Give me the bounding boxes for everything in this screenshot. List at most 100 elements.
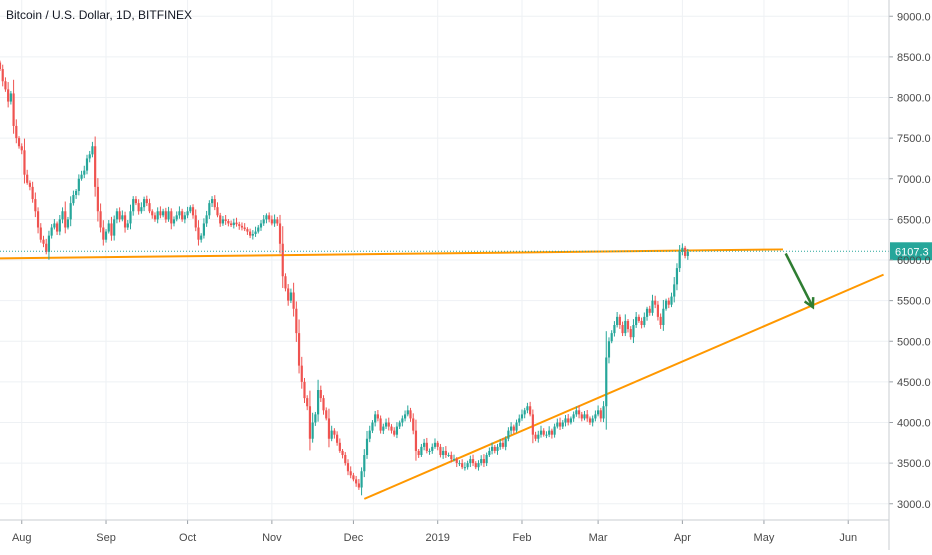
candle-body: [471, 459, 475, 464]
candle-body: [249, 231, 252, 236]
candle-body: [289, 292, 292, 301]
candle-body: [123, 215, 127, 228]
candle-body: [94, 146, 97, 187]
candle-body: [66, 219, 70, 228]
candle-body: [300, 365, 303, 382]
chart-title: Bitcoin / U.S. Dollar, 1D, BITFINEX: [6, 8, 193, 22]
candle-body: [64, 211, 67, 228]
candle-body: [382, 426, 385, 431]
candle-body: [436, 442, 439, 447]
candle-body: [243, 227, 246, 230]
candle-body: [213, 199, 216, 208]
candle-body: [670, 296, 673, 305]
candle-body: [268, 215, 271, 220]
grid: [0, 0, 889, 520]
candle-body: [12, 93, 15, 126]
candle-body: [624, 320, 627, 334]
candle-body: [330, 430, 333, 439]
candle-body: [556, 422, 559, 427]
candle-body: [303, 381, 306, 399]
candle-body: [227, 221, 230, 224]
arrow-head: [803, 297, 815, 310]
candle-body: [504, 438, 507, 447]
candle-body: [270, 219, 273, 224]
candle-body: [7, 89, 10, 102]
candle-body: [148, 203, 151, 212]
candle-body: [224, 219, 227, 221]
candle-body: [512, 426, 515, 431]
candle-body: [61, 211, 64, 220]
candle-body: [539, 430, 543, 435]
candle-body: [232, 222, 235, 226]
candle-body: [398, 422, 401, 427]
annotations: 6107.3: [0, 242, 932, 310]
candle-body: [480, 459, 483, 464]
candle-body: [338, 442, 341, 451]
candle-body: [129, 211, 132, 224]
candle-body: [529, 406, 532, 415]
candle-body: [629, 329, 632, 338]
candle-body: [208, 203, 211, 216]
candle-body: [360, 471, 363, 488]
candle-body: [561, 422, 564, 427]
x-tick-label: Sep: [96, 532, 116, 544]
candle-body: [545, 434, 548, 436]
candle-body: [162, 211, 165, 216]
candle-body: [259, 223, 263, 228]
candle-body: [349, 471, 352, 476]
candle-body: [667, 300, 670, 305]
candle-body: [297, 333, 301, 366]
candle-body: [58, 219, 61, 232]
y-tick-label: 6500.0: [897, 214, 931, 226]
candle-body: [403, 414, 407, 419]
candle-body: [115, 211, 119, 220]
candle-body: [564, 418, 567, 423]
candle-body: [684, 247, 687, 256]
candle-body: [170, 211, 173, 224]
candle-body: [72, 195, 75, 204]
candle-body: [542, 430, 545, 435]
candles: [0, 60, 689, 496]
candle-body: [55, 223, 59, 232]
candle-body: [28, 182, 32, 187]
candle-body: [352, 475, 355, 480]
candle-body: [0, 62, 2, 70]
candle-body: [251, 234, 254, 236]
candle-body: [102, 227, 105, 240]
candle-body: [420, 446, 423, 455]
candle-body: [417, 450, 420, 455]
candle-body: [572, 414, 575, 419]
candle-body: [401, 418, 404, 423]
candle-body: [493, 446, 496, 451]
y-tick-label: 7000.0: [897, 174, 931, 186]
candle-body: [254, 231, 257, 234]
candle-body: [626, 320, 630, 330]
y-tick-label: 4000.0: [897, 418, 931, 430]
candle-body: [393, 430, 396, 435]
candle-body: [240, 225, 244, 228]
y-tick-label: 6000.0: [897, 255, 931, 267]
candle-body: [648, 308, 651, 313]
candle-body: [336, 434, 339, 443]
candle-body: [200, 235, 203, 240]
candle-body: [191, 207, 195, 216]
candle-body: [278, 223, 282, 244]
candle-body: [355, 479, 358, 484]
candle-body: [675, 268, 679, 285]
candle-body: [357, 483, 360, 488]
candle-body: [77, 178, 80, 191]
arrow-shaft: [784, 252, 814, 308]
candle-body: [333, 430, 336, 435]
candle-body: [219, 215, 222, 224]
x-tick-label: May: [754, 532, 775, 544]
candle-body: [461, 463, 464, 468]
candle-body: [659, 316, 662, 325]
candle-body: [444, 450, 447, 455]
x-tick-label: Apr: [674, 532, 691, 544]
candle-body: [580, 414, 583, 419]
candle-body: [276, 219, 279, 224]
candle-body: [526, 406, 529, 411]
candle-body: [376, 414, 379, 419]
candle-body: [319, 390, 322, 399]
